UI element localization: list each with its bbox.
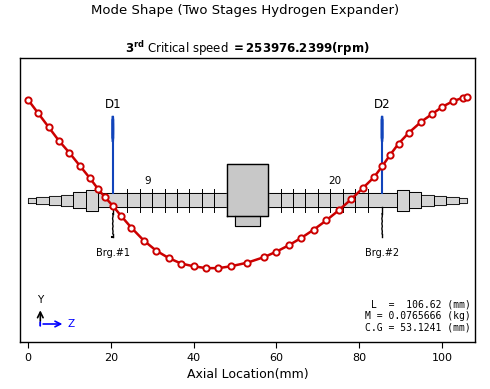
Text: Mode Shape (Two Stages Hydrogen Expander): Mode Shape (Two Stages Hydrogen Expander… bbox=[91, 4, 399, 17]
Polygon shape bbox=[28, 198, 36, 203]
Polygon shape bbox=[396, 190, 409, 210]
Polygon shape bbox=[330, 193, 343, 207]
Polygon shape bbox=[86, 190, 98, 210]
Polygon shape bbox=[305, 193, 318, 207]
Polygon shape bbox=[343, 193, 355, 207]
Polygon shape bbox=[227, 164, 268, 216]
Polygon shape bbox=[368, 193, 396, 207]
Text: D1: D1 bbox=[104, 98, 121, 112]
Polygon shape bbox=[268, 193, 281, 207]
Polygon shape bbox=[127, 193, 140, 207]
Text: Y: Y bbox=[37, 295, 44, 305]
Text: Brg.#2: Brg.#2 bbox=[365, 247, 399, 258]
Polygon shape bbox=[165, 193, 177, 207]
Polygon shape bbox=[98, 193, 127, 207]
Polygon shape bbox=[409, 192, 421, 209]
Polygon shape bbox=[281, 193, 293, 207]
Text: L  =  106.62 (mm)
M = 0.0765666 (kg)
C.G = 53.1241 (mm): L = 106.62 (mm) M = 0.0765666 (kg) C.G =… bbox=[366, 299, 471, 333]
Polygon shape bbox=[140, 193, 152, 207]
Text: Z: Z bbox=[67, 319, 74, 329]
Polygon shape bbox=[355, 193, 368, 207]
Polygon shape bbox=[446, 197, 459, 203]
Polygon shape bbox=[434, 196, 446, 205]
Polygon shape bbox=[235, 216, 260, 226]
Polygon shape bbox=[318, 193, 330, 207]
Text: 9: 9 bbox=[145, 176, 151, 186]
Text: Brg.#1: Brg.#1 bbox=[96, 247, 130, 258]
Polygon shape bbox=[152, 193, 165, 207]
Text: D2: D2 bbox=[374, 98, 391, 112]
Polygon shape bbox=[214, 193, 227, 207]
Polygon shape bbox=[74, 192, 86, 209]
Polygon shape bbox=[177, 193, 190, 207]
Polygon shape bbox=[36, 197, 49, 203]
Polygon shape bbox=[459, 198, 467, 203]
X-axis label: Axial Location(mm): Axial Location(mm) bbox=[187, 368, 308, 381]
Polygon shape bbox=[293, 193, 305, 207]
Polygon shape bbox=[190, 193, 202, 207]
Polygon shape bbox=[202, 193, 214, 207]
Title: $\mathbf{3^{rd}}$ Critical speed $\mathbf{= 253976.2399(rpm)}$: $\mathbf{3^{rd}}$ Critical speed $\mathb… bbox=[125, 39, 370, 58]
Polygon shape bbox=[61, 195, 74, 206]
Polygon shape bbox=[49, 196, 61, 205]
Polygon shape bbox=[421, 195, 434, 206]
Text: 20: 20 bbox=[328, 176, 341, 186]
